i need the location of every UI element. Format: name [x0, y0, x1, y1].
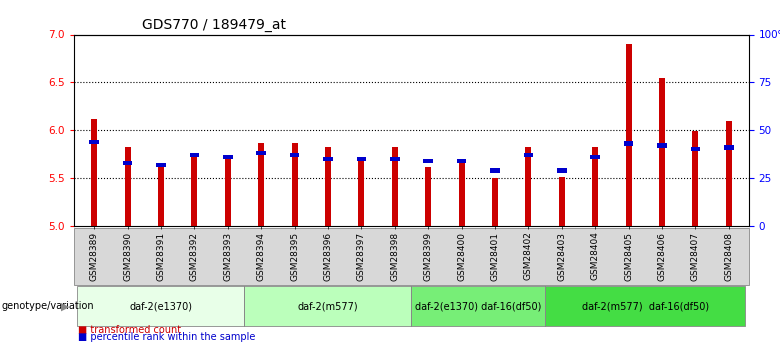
- Bar: [356, 157, 366, 161]
- Bar: [690, 147, 700, 151]
- Bar: [358, 161, 364, 226]
- Bar: [693, 131, 698, 226]
- Bar: [392, 147, 398, 226]
- Bar: [323, 157, 333, 161]
- Text: daf-2(e1370): daf-2(e1370): [129, 301, 193, 311]
- Bar: [292, 143, 297, 226]
- Text: ■ percentile rank within the sample: ■ percentile rank within the sample: [78, 332, 255, 342]
- Bar: [424, 159, 433, 163]
- Bar: [558, 177, 565, 226]
- Bar: [191, 157, 197, 226]
- Bar: [125, 147, 130, 226]
- Bar: [90, 139, 99, 144]
- Bar: [390, 157, 399, 161]
- Text: genotype/variation: genotype/variation: [2, 301, 94, 311]
- Text: daf-2(m577)  daf-16(df50): daf-2(m577) daf-16(df50): [582, 301, 709, 311]
- Text: ■ transformed count: ■ transformed count: [78, 325, 181, 335]
- Bar: [459, 162, 465, 226]
- Bar: [158, 167, 164, 226]
- Text: ▶: ▶: [61, 301, 69, 311]
- Bar: [122, 160, 133, 165]
- Bar: [590, 155, 600, 159]
- Bar: [492, 178, 498, 226]
- Text: GDS770 / 189479_at: GDS770 / 189479_at: [142, 18, 285, 32]
- Bar: [557, 168, 566, 172]
- Bar: [190, 153, 199, 157]
- Bar: [258, 143, 264, 226]
- Bar: [657, 144, 667, 148]
- Text: daf-2(e1370) daf-16(df50): daf-2(e1370) daf-16(df50): [415, 301, 541, 311]
- Bar: [592, 147, 598, 226]
- Bar: [523, 153, 534, 157]
- Bar: [91, 119, 98, 226]
- Bar: [526, 147, 531, 226]
- Bar: [490, 168, 500, 172]
- Bar: [325, 147, 331, 226]
- Bar: [725, 121, 732, 226]
- Bar: [724, 145, 733, 150]
- Bar: [425, 167, 431, 226]
- Bar: [225, 157, 231, 226]
- Bar: [223, 155, 232, 159]
- Bar: [659, 78, 665, 226]
- Bar: [156, 162, 166, 167]
- Bar: [626, 44, 632, 226]
- Bar: [624, 141, 633, 146]
- Bar: [457, 159, 466, 163]
- Bar: [289, 153, 300, 157]
- Bar: [257, 151, 266, 155]
- Text: daf-2(m577): daf-2(m577): [298, 301, 358, 311]
